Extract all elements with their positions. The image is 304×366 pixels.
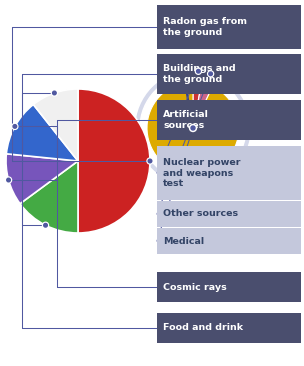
Wedge shape [33, 89, 78, 161]
Circle shape [148, 159, 152, 163]
Circle shape [136, 71, 250, 185]
Text: Buildings and
the ground: Buildings and the ground [163, 64, 236, 84]
Circle shape [7, 178, 10, 182]
Circle shape [5, 177, 12, 183]
Text: Cosmic rays: Cosmic rays [163, 283, 227, 291]
Text: Artificial
sources: Artificial sources [163, 110, 209, 130]
Circle shape [189, 124, 196, 131]
Circle shape [189, 124, 196, 131]
Circle shape [197, 70, 200, 73]
Circle shape [44, 224, 47, 227]
Text: Medical: Medical [163, 236, 204, 246]
FancyBboxPatch shape [157, 54, 301, 94]
Circle shape [51, 90, 57, 96]
Text: Food and drink: Food and drink [163, 324, 243, 332]
Text: Other sources: Other sources [163, 209, 238, 219]
FancyBboxPatch shape [157, 146, 301, 200]
Circle shape [140, 75, 246, 181]
Wedge shape [6, 154, 78, 204]
FancyBboxPatch shape [157, 313, 301, 343]
Wedge shape [193, 82, 202, 128]
Circle shape [12, 123, 18, 130]
Circle shape [43, 222, 49, 228]
Wedge shape [6, 105, 78, 161]
Circle shape [53, 91, 56, 95]
Circle shape [191, 126, 195, 130]
Wedge shape [78, 89, 150, 233]
Text: Nuclear power
and weapons
test: Nuclear power and weapons test [163, 158, 240, 188]
FancyBboxPatch shape [157, 201, 301, 227]
Wedge shape [20, 161, 78, 233]
Circle shape [191, 126, 195, 130]
FancyBboxPatch shape [157, 100, 301, 140]
Text: Radon gas from
the ground: Radon gas from the ground [163, 17, 247, 37]
FancyBboxPatch shape [157, 228, 301, 254]
Circle shape [195, 68, 201, 74]
Circle shape [208, 71, 214, 77]
Circle shape [209, 72, 212, 76]
Circle shape [147, 158, 153, 164]
FancyBboxPatch shape [157, 272, 301, 302]
Wedge shape [193, 83, 212, 128]
Circle shape [13, 124, 17, 128]
Wedge shape [147, 82, 239, 174]
FancyBboxPatch shape [157, 5, 301, 49]
